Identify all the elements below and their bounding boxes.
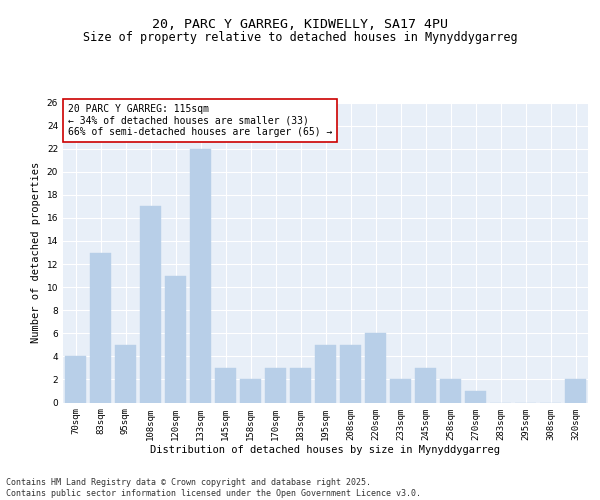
Bar bbox=[465, 391, 486, 402]
Bar bbox=[315, 345, 336, 403]
Text: Size of property relative to detached houses in Mynyddygarreg: Size of property relative to detached ho… bbox=[83, 31, 517, 44]
Bar bbox=[340, 345, 361, 403]
Bar bbox=[115, 345, 136, 403]
Bar bbox=[90, 252, 111, 402]
Text: 20, PARC Y GARREG, KIDWELLY, SA17 4PU: 20, PARC Y GARREG, KIDWELLY, SA17 4PU bbox=[152, 18, 448, 30]
Bar bbox=[415, 368, 436, 402]
Bar bbox=[140, 206, 161, 402]
Bar bbox=[440, 380, 461, 402]
Text: Contains HM Land Registry data © Crown copyright and database right 2025.
Contai: Contains HM Land Registry data © Crown c… bbox=[6, 478, 421, 498]
Bar bbox=[190, 148, 211, 402]
Bar bbox=[165, 276, 186, 402]
Text: 20 PARC Y GARREG: 115sqm
← 34% of detached houses are smaller (33)
66% of semi-d: 20 PARC Y GARREG: 115sqm ← 34% of detach… bbox=[68, 104, 332, 137]
Y-axis label: Number of detached properties: Number of detached properties bbox=[31, 162, 41, 343]
Bar bbox=[290, 368, 311, 402]
Bar bbox=[565, 380, 586, 402]
Bar bbox=[390, 380, 411, 402]
Bar bbox=[240, 380, 261, 402]
Bar bbox=[65, 356, 86, 403]
Bar bbox=[365, 334, 386, 402]
Bar bbox=[265, 368, 286, 402]
Bar bbox=[215, 368, 236, 402]
X-axis label: Distribution of detached houses by size in Mynyddygarreg: Distribution of detached houses by size … bbox=[151, 445, 500, 455]
